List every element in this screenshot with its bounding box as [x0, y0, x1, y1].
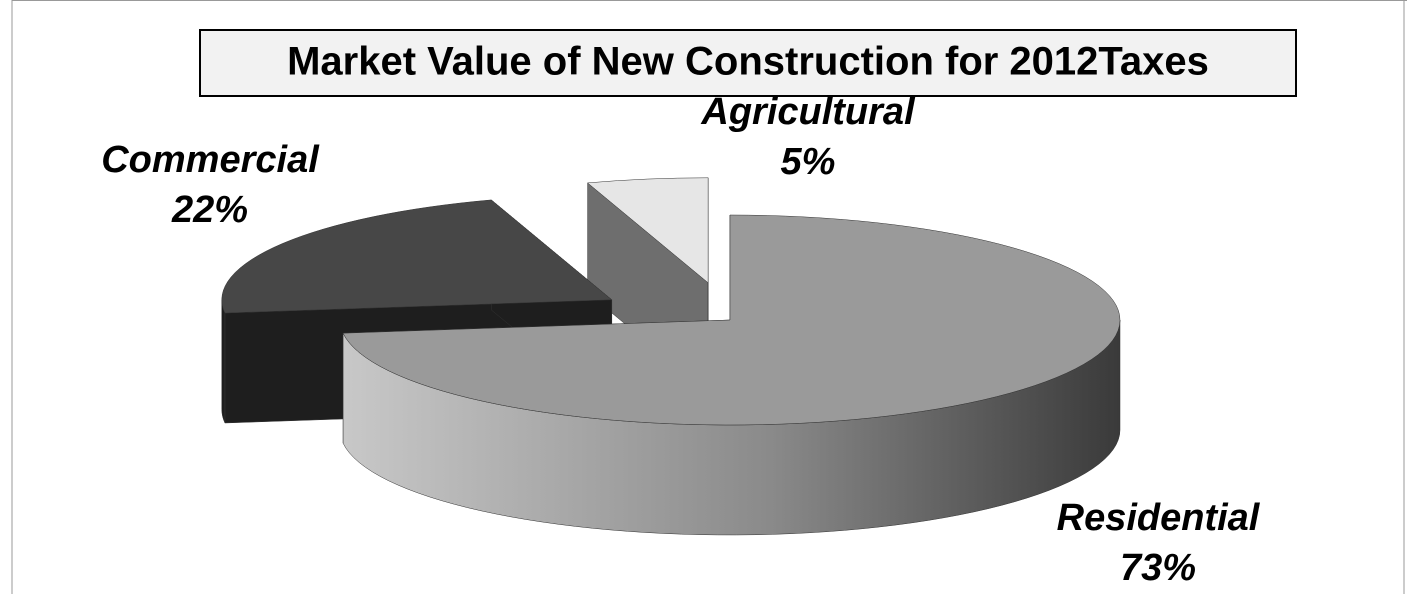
slice: [221, 199, 613, 314]
slice-value-label: 22%: [171, 189, 248, 231]
slice-label: Agricultural: [700, 91, 916, 133]
slice: [586, 177, 709, 284]
slice-side: [221, 299, 226, 424]
chart-title: Market Value of New Construction for 201…: [287, 40, 1209, 84]
slice-label: Residential: [1057, 497, 1261, 539]
slice-label: Commercial: [101, 139, 320, 181]
slice-value-label: 73%: [1120, 547, 1196, 589]
slice-value-label: 5%: [781, 141, 836, 183]
labels: Residential 73% Commercial 22% Agricultural 5…: [101, 91, 1261, 589]
title-box: [199, 29, 1297, 97]
slice: [342, 214, 1121, 426]
pie: [221, 177, 1121, 536]
